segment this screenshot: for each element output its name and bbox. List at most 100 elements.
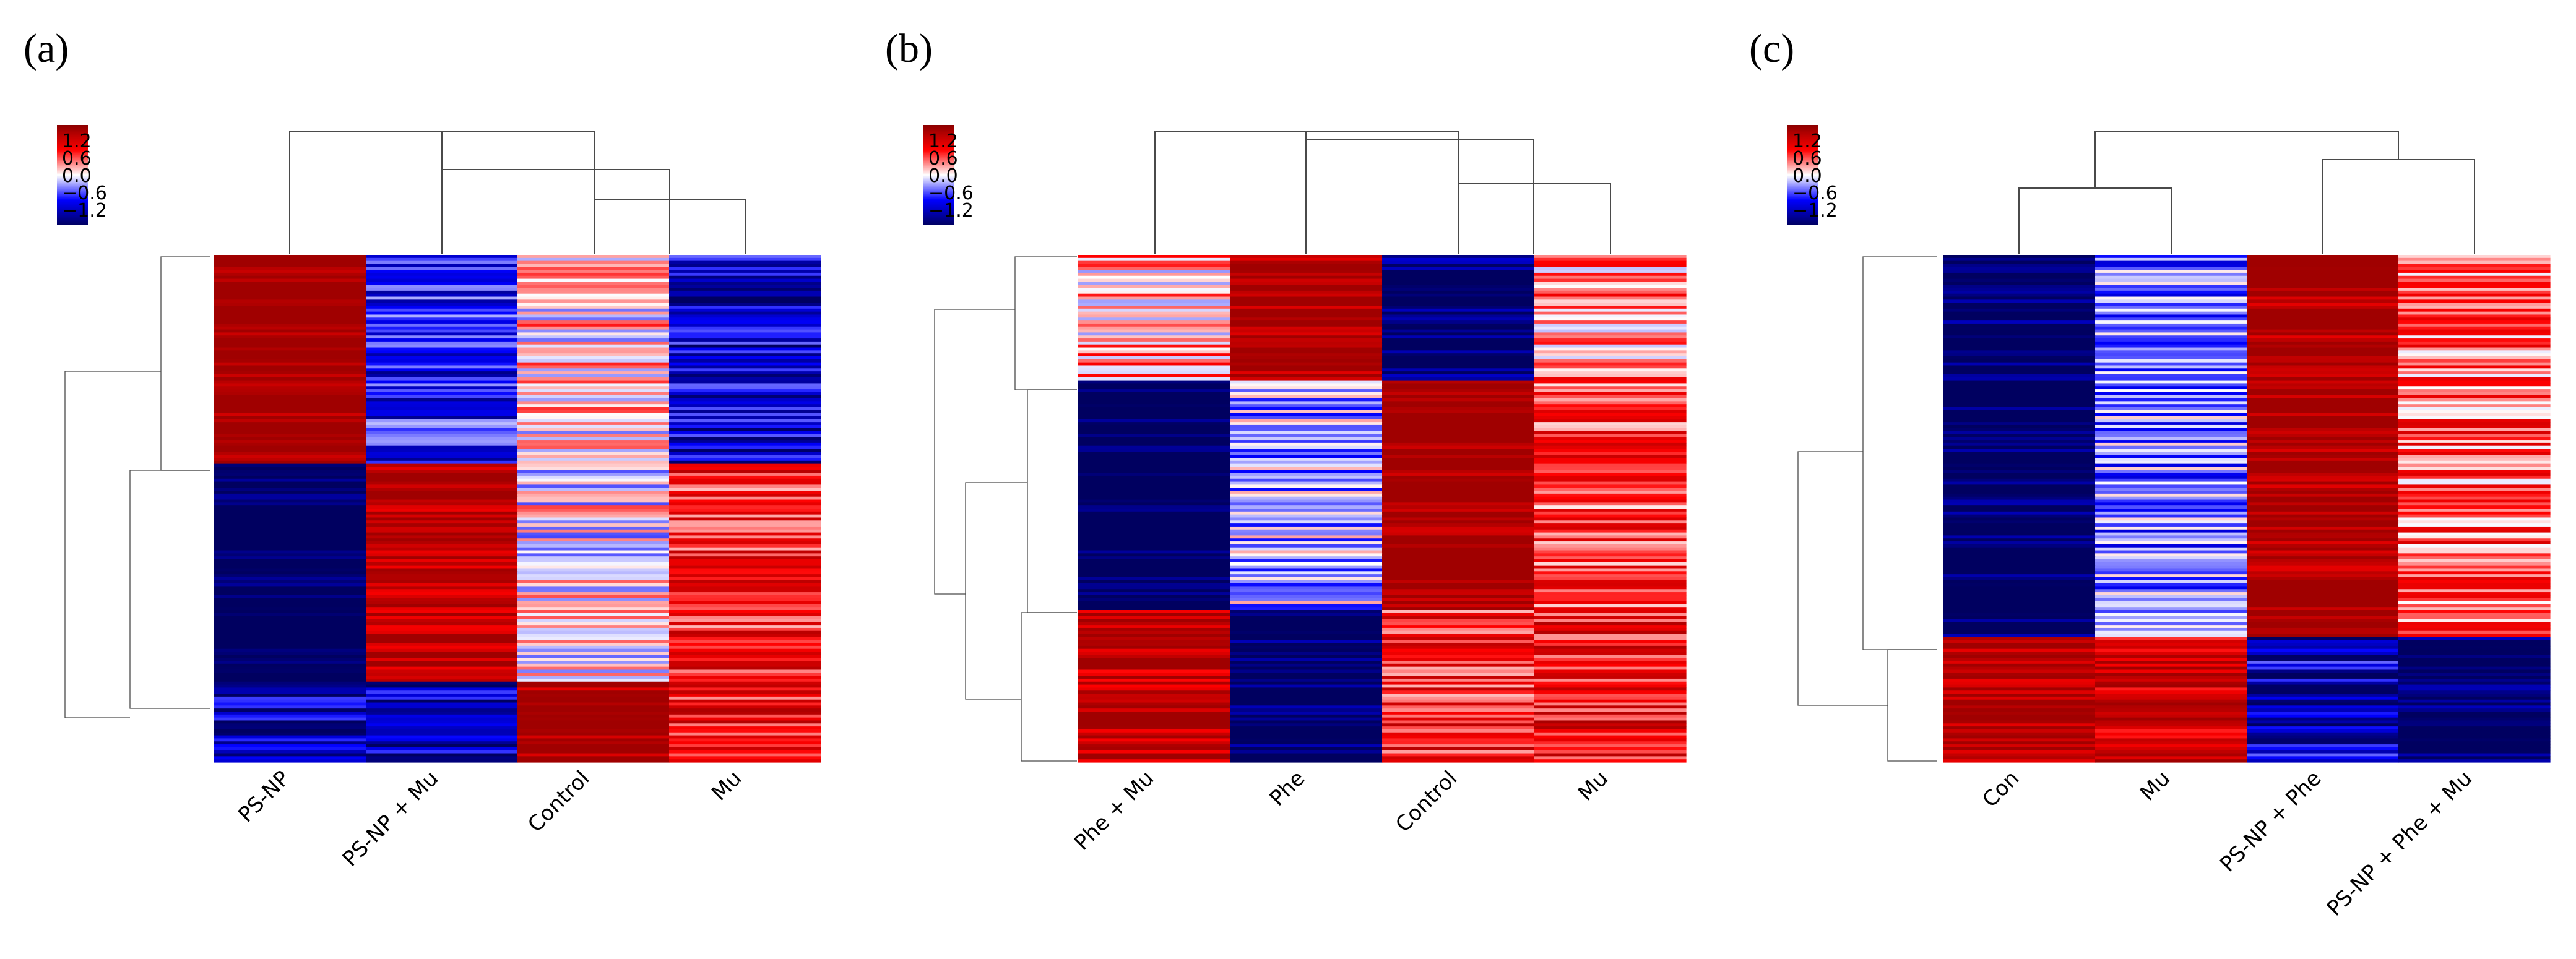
- heatmap-cell: [214, 616, 366, 620]
- heatmap-cell: [2398, 735, 2551, 739]
- heatmap-cell: [214, 547, 366, 551]
- heatmap-cell: [1534, 684, 1687, 689]
- heatmap-cell: [1230, 601, 1383, 604]
- heatmap-cell: [669, 368, 821, 372]
- heatmap-cell: [1534, 717, 1687, 721]
- heatmap-cell: [366, 729, 518, 733]
- heatmap-cell: [1078, 458, 1231, 462]
- heatmap-cell: [2398, 458, 2551, 462]
- heatmap-cell: [1382, 270, 1535, 273]
- heatmap-cell: [1943, 601, 2096, 604]
- heatmap-cell: [2247, 729, 2399, 733]
- heatmap-cell: [366, 556, 518, 560]
- heatmap-cell: [669, 723, 821, 727]
- heatmap-cell: [517, 532, 670, 536]
- heatmap-cell: [366, 696, 518, 700]
- heatmap-cell: [1943, 380, 2096, 384]
- heatmap-cell: [366, 264, 518, 267]
- heatmap-cell: [517, 398, 670, 402]
- heatmap-cell: [1078, 634, 1231, 638]
- heatmap-cell: [1534, 290, 1687, 295]
- heatmap-cell: [1382, 511, 1535, 515]
- heatmap-cell: [1078, 726, 1231, 730]
- heatmap-cell: [517, 440, 670, 444]
- heatmap-cell: [2398, 550, 2551, 554]
- heatmap-cell: [669, 398, 821, 402]
- heatmap-cell: [1382, 627, 1535, 632]
- heatmap-cell: [517, 694, 670, 697]
- heatmap-cell: [2398, 607, 2551, 611]
- heatmap-cell: [1230, 467, 1383, 470]
- heatmap-cell: [2095, 577, 2247, 581]
- heatmap-cell: [2247, 562, 2399, 566]
- heatmap-cell: [1382, 386, 1535, 390]
- heatmap-cell: [1534, 756, 1687, 760]
- heatmap-cell: [2247, 260, 2399, 265]
- heatmap-cell: [1230, 589, 1383, 593]
- heatmap-cell: [1534, 694, 1687, 697]
- heatmap-cell: [2247, 463, 2399, 468]
- heatmap-cell: [1230, 419, 1383, 423]
- heatmap-cell: [1382, 616, 1535, 620]
- heatmap-cell: [1382, 380, 1535, 384]
- heatmap-cell: [1943, 756, 2096, 760]
- heatmap-cell: [1943, 410, 2096, 414]
- heatmap-cell: [1534, 484, 1687, 488]
- heatmap-cell: [366, 705, 518, 709]
- heatmap-cell: [2247, 753, 2399, 757]
- heatmap-cell: [366, 272, 518, 277]
- heatmap-cell: [669, 293, 821, 298]
- heatmap-cell: [1943, 625, 2096, 629]
- heatmap-cell: [1943, 303, 2096, 306]
- legend-tick: 0.6: [62, 148, 92, 170]
- heatmap-cell: [1534, 341, 1687, 345]
- heatmap-cell: [2095, 326, 2247, 330]
- heatmap-cell: [669, 493, 821, 497]
- heatmap-cell: [2247, 341, 2399, 345]
- heatmap-cell: [214, 323, 366, 327]
- heatmap-cell: [2095, 395, 2247, 399]
- heatmap-cell: [669, 511, 821, 515]
- heatmap-cell: [517, 416, 670, 419]
- heatmap-cell: [1943, 413, 2096, 417]
- heatmap-cell: [2398, 643, 2551, 647]
- heatmap-cell: [214, 511, 366, 515]
- heatmap-cell: [214, 353, 366, 357]
- heatmap-cell: [1943, 520, 2096, 524]
- heatmap-cell: [2247, 532, 2399, 536]
- heatmap-cell: [1078, 738, 1231, 742]
- heatmap-cell: [1230, 326, 1383, 330]
- heatmap-cell: [2398, 288, 2551, 291]
- heatmap-cell: [366, 285, 518, 288]
- heatmap-cell: [1943, 368, 2096, 372]
- heatmap-cell: [669, 655, 821, 658]
- heatmap-cell: [669, 311, 821, 316]
- heatmap-cell: [1534, 753, 1687, 757]
- heatmap-cell: [1230, 571, 1383, 575]
- heatmap-cell: [2398, 380, 2551, 384]
- heatmap-cell: [366, 673, 518, 676]
- heatmap-cell: [1534, 264, 1687, 267]
- column-dendrogram: [1154, 131, 1611, 254]
- heatmap-cell: [1943, 452, 2096, 455]
- heatmap-cell: [2095, 610, 2247, 614]
- heatmap-cell: [1382, 365, 1535, 369]
- heatmap-cell: [214, 568, 366, 572]
- heatmap-cell: [1534, 577, 1687, 581]
- heatmap-cell: [669, 395, 821, 399]
- heatmap-cell: [1078, 353, 1231, 357]
- heatmap-cell: [669, 431, 821, 435]
- heatmap-cell: [2398, 484, 2551, 488]
- heatmap-cell: [1078, 296, 1231, 300]
- heatmap-cell: [517, 583, 670, 587]
- heatmap-cell: [214, 666, 366, 671]
- heatmap-cell: [2247, 589, 2399, 593]
- heatmap-cell: [1230, 475, 1383, 479]
- heatmap-cell: [366, 371, 518, 375]
- heatmap-cell: [517, 347, 670, 351]
- heatmap-cell: [669, 442, 821, 447]
- heatmap-cell: [669, 404, 821, 408]
- heatmap-cell: [2398, 676, 2551, 679]
- heatmap-cell: [669, 449, 821, 452]
- heatmap-cell: [1534, 705, 1687, 709]
